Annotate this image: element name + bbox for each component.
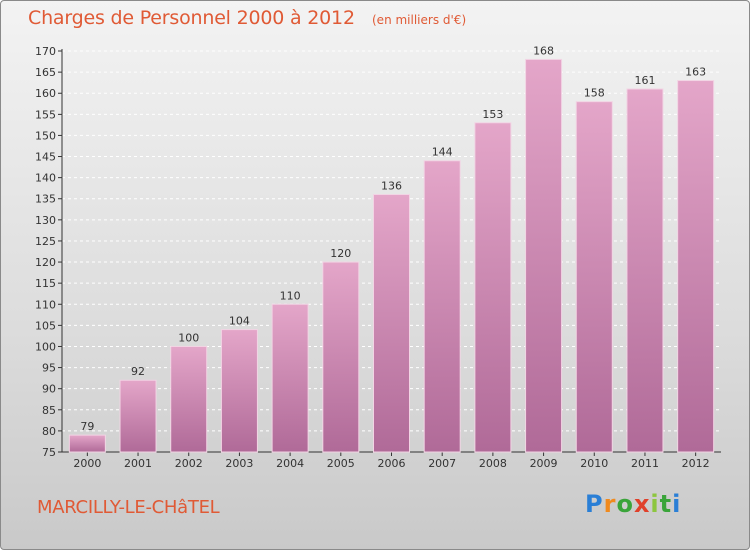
x-tick-label: 2009 (530, 457, 558, 470)
bar-2008 (474, 122, 512, 453)
y-tick-label: 85 (42, 404, 56, 417)
data-label-2005: 120 (330, 247, 351, 260)
axes: 75 80 85 90 95 100 105 110 115 120 125 130 135 140 145… (35, 45, 721, 470)
y-tick-label: 160 (35, 87, 56, 100)
y-tick-label: 150 (35, 129, 56, 142)
data-label-2002: 100 (178, 331, 199, 344)
bar-2004 (271, 303, 309, 453)
y-tick-label: 130 (35, 214, 56, 227)
x-tick-label: 2002 (175, 457, 203, 470)
data-label-2007: 144 (432, 146, 453, 159)
data-label-2011: 161 (634, 74, 655, 87)
y-tick-label: 125 (35, 235, 56, 248)
x-tick-label: 2005 (327, 457, 355, 470)
y-tick-label: 95 (42, 362, 56, 375)
x-tick-label: 2000 (73, 457, 101, 470)
proxiti-logo: Proxiti (585, 490, 682, 518)
y-tick-label: 110 (35, 298, 56, 311)
chart-title: Charges de Personnel 2000 à 2012 (28, 7, 355, 29)
y-tick-label: 105 (35, 319, 56, 332)
bar-2012 (677, 80, 715, 453)
y-tick-label: 135 (35, 193, 56, 206)
x-tick-label: 2006 (378, 457, 406, 470)
bar-2009 (525, 58, 563, 453)
bar-2000 (68, 434, 106, 453)
y-tick-label: 170 (35, 45, 56, 58)
town-name: MARCILLY-LE-CHâTEL (37, 497, 220, 518)
y-tick-label: 80 (42, 425, 56, 438)
bar-2011 (626, 88, 664, 453)
bar-2001 (119, 379, 157, 453)
chart-subtitle: (en milliers d'€) (372, 13, 467, 27)
bar-2005 (322, 261, 360, 453)
y-tick-label: 155 (35, 108, 56, 121)
data-label-2001: 92 (131, 365, 145, 378)
data-label-2003: 104 (229, 315, 250, 328)
bar-2006 (373, 194, 410, 453)
x-tick-label: 2004 (276, 457, 304, 470)
y-tick-label: 120 (35, 256, 56, 269)
y-tick-label: 115 (35, 277, 56, 290)
data-label-2004: 110 (280, 289, 301, 302)
y-tick-label: 90 (42, 383, 56, 396)
x-tick-label: 2010 (580, 457, 608, 470)
data-label-2012: 163 (685, 66, 706, 79)
bar-2002 (170, 345, 208, 453)
data-label-2006: 136 (381, 180, 402, 193)
data-label-2008: 153 (482, 108, 503, 121)
x-tick-label: 2012 (682, 457, 710, 470)
data-label-2009: 168 (533, 44, 554, 57)
data-labels: 79 92 100 104 110 120 136 144 153 168 158 161 163 (80, 44, 706, 433)
y-tick-label: 140 (35, 172, 56, 185)
x-tick-label: 2011 (631, 457, 659, 470)
bars (68, 58, 715, 453)
y-tick-label: 145 (35, 151, 56, 164)
x-tick-label: 2001 (124, 457, 152, 470)
y-tick-label: 100 (35, 340, 56, 353)
data-label-2010: 158 (584, 87, 605, 100)
data-label-2000: 79 (80, 420, 94, 433)
bar-2010 (575, 101, 613, 453)
bar-2003 (220, 329, 258, 453)
y-tick-label: 75 (42, 446, 56, 459)
x-tick-label: 2003 (225, 457, 253, 470)
x-tick-label: 2007 (428, 457, 456, 470)
x-tick-label: 2008 (479, 457, 507, 470)
bar-2007 (423, 160, 461, 453)
y-tick-label: 165 (35, 66, 56, 79)
